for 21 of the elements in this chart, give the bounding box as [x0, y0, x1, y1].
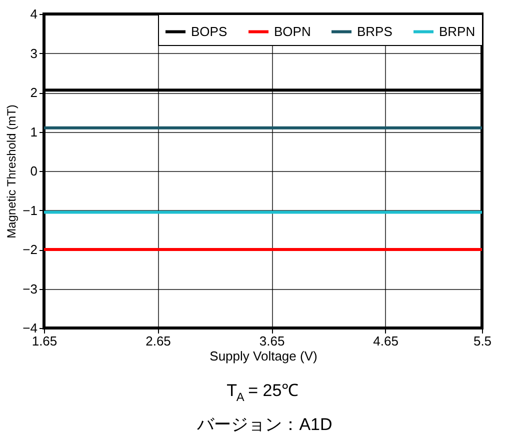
x-tick-label: 3.65	[259, 334, 285, 348]
y-tick-label: 1	[30, 124, 38, 140]
y-tick-label: 0	[30, 164, 38, 178]
text: バージョン：A1D	[196, 415, 332, 434]
legend-label: BOPN	[274, 24, 311, 39]
y-tick-label: −4	[22, 320, 38, 336]
y-tick-label: 3	[30, 46, 38, 61]
x-tick-label: 1.65	[32, 334, 58, 348]
x-tick-label: 2.65	[146, 334, 171, 348]
x-tick-label: 4.65	[373, 334, 398, 348]
legend-label: BOPS	[191, 24, 228, 39]
y-tick-label: −2	[22, 242, 38, 257]
legend-label: BRPN	[439, 24, 476, 39]
x-axis-title: Supply Voltage (V)	[210, 348, 318, 364]
legend-label: BRPS	[357, 24, 393, 39]
y-tick-label: −3	[22, 281, 38, 296]
y-tick-label: −1	[22, 202, 38, 218]
y-axis-title: Magnetic Threshold (mT)	[4, 104, 19, 238]
y-tick-label: 4	[30, 6, 38, 22]
x-tick-label: 5.5	[473, 334, 492, 348]
y-tick-label: 2	[30, 85, 38, 100]
